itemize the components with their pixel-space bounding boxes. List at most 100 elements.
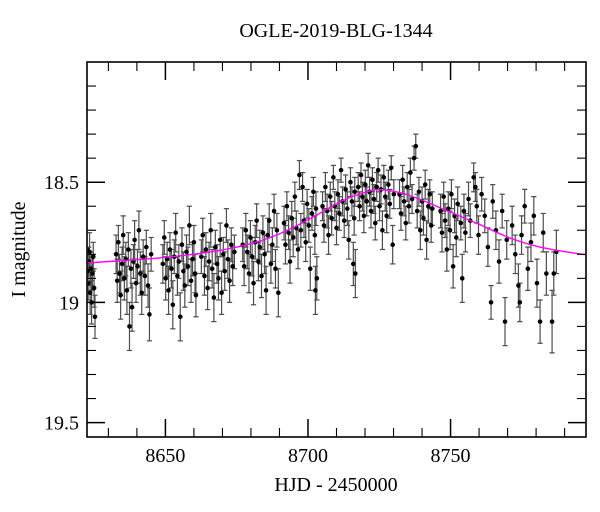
data-point — [482, 213, 488, 219]
data-point — [192, 271, 198, 276]
data-point — [496, 259, 502, 264]
data-point — [298, 227, 304, 233]
model-curve — [87, 188, 586, 264]
data-point — [88, 266, 94, 272]
data-point — [531, 213, 537, 219]
data-point — [281, 220, 287, 226]
data-point — [463, 230, 468, 235]
data-point — [179, 242, 185, 247]
y-tick-label: 19.5 — [44, 413, 79, 435]
data-point — [509, 223, 515, 228]
data-point — [311, 189, 316, 195]
data-point — [227, 278, 232, 284]
data-point — [307, 266, 313, 272]
data-point — [398, 211, 404, 216]
data-point — [249, 254, 255, 260]
data-point — [216, 276, 221, 281]
data-point — [323, 184, 328, 190]
data-point — [413, 143, 419, 149]
data-point — [309, 211, 315, 216]
data-point — [243, 227, 249, 233]
data-points — [87, 143, 559, 329]
x-tick-label: 8700 — [288, 445, 328, 467]
data-point — [370, 177, 375, 183]
data-point — [384, 213, 389, 219]
data-point — [387, 201, 393, 207]
data-point — [138, 271, 143, 276]
data-point — [167, 247, 173, 252]
data-point — [206, 259, 212, 264]
data-point — [214, 261, 220, 267]
data-point — [144, 244, 149, 250]
data-point — [254, 218, 259, 223]
data-point — [181, 268, 186, 274]
data-point — [91, 285, 97, 291]
data-point — [228, 242, 234, 247]
data-point — [329, 215, 334, 221]
data-point — [148, 252, 154, 257]
data-point — [382, 194, 388, 199]
data-point — [248, 235, 253, 240]
data-point — [351, 215, 357, 221]
data-point — [211, 295, 217, 300]
data-point — [352, 189, 358, 195]
data-point — [528, 239, 534, 245]
data-point — [117, 271, 122, 276]
plot-frame — [86, 61, 587, 438]
data-point — [471, 175, 476, 180]
data-point — [170, 302, 176, 308]
data-point — [337, 211, 342, 216]
data-point — [268, 261, 274, 267]
data-point — [270, 242, 275, 247]
data-point — [263, 288, 269, 293]
data-point — [421, 215, 426, 221]
data-point — [160, 261, 166, 267]
data-point — [129, 304, 135, 310]
y-tick-label: 18.5 — [44, 172, 79, 194]
data-point — [297, 172, 302, 178]
data-point — [313, 206, 319, 211]
y-axis-label: I magnitude — [8, 201, 30, 297]
data-point — [362, 182, 368, 187]
data-point — [287, 259, 293, 264]
x-tick-label: 8750 — [431, 445, 471, 467]
data-point — [135, 264, 140, 269]
data-point — [438, 208, 443, 214]
data-point — [377, 203, 382, 209]
data-point — [166, 288, 171, 293]
data-point — [424, 237, 429, 243]
data-point — [474, 203, 480, 209]
chart-title: OGLE-2019-BLG-1344 — [239, 20, 432, 42]
data-point — [173, 230, 178, 235]
y-tick-label: 19 — [59, 292, 79, 314]
data-point — [406, 203, 412, 209]
data-point — [453, 235, 459, 240]
data-point — [244, 249, 250, 255]
data-point — [126, 247, 131, 252]
data-point — [92, 314, 98, 320]
x-tick-label: 8650 — [145, 445, 185, 467]
data-point — [408, 170, 413, 175]
data-point — [116, 239, 121, 245]
data-point — [401, 199, 407, 204]
data-point — [473, 184, 478, 190]
data-point — [230, 264, 236, 269]
data-point — [360, 194, 365, 199]
data-point — [205, 285, 210, 291]
data-point — [90, 254, 96, 260]
data-point — [404, 184, 410, 190]
data-point — [169, 266, 174, 272]
data-point — [386, 182, 391, 187]
data-point — [136, 227, 142, 233]
data-point — [428, 223, 434, 228]
data-point — [327, 194, 333, 199]
data-point — [113, 252, 119, 257]
data-point — [276, 290, 281, 296]
data-point — [262, 252, 267, 257]
x-axis-label: HJD - 2450000 — [274, 474, 397, 496]
data-point — [551, 271, 557, 276]
data-point — [409, 196, 415, 202]
tick-labels: 8650 8700 8750 18.5 19 19.5 — [44, 172, 471, 467]
data-point — [391, 191, 397, 197]
data-point — [502, 319, 508, 324]
